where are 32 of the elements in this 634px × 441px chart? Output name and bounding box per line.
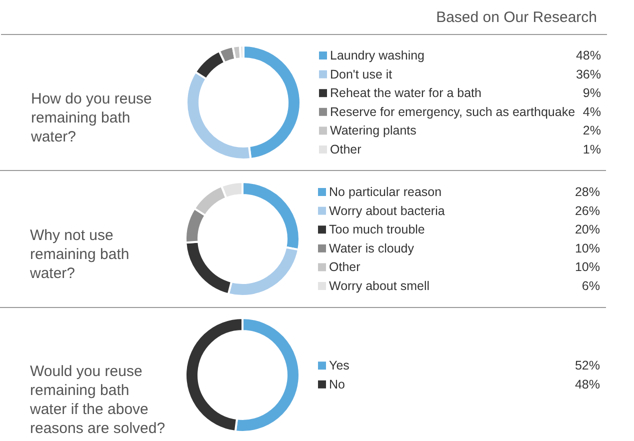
data-label: 48% [574, 377, 600, 392]
text: Based on Our Research [436, 9, 597, 26]
text: How do you reuse remaining bath water? [30, 90, 152, 146]
data-label: 26% [574, 204, 600, 218]
data-label: 9% [582, 86, 601, 100]
data-label: 48% [576, 48, 601, 62]
data-label: 1% [582, 142, 601, 156]
legend-label: No particular reason [329, 185, 442, 199]
data-label: 10% [574, 260, 600, 274]
legend-label: Other [329, 260, 360, 274]
data-label: 6% [582, 279, 600, 293]
legend-label: Worry about smell [329, 279, 430, 293]
data-label: 2% [582, 124, 601, 138]
legend-label: Other [330, 142, 362, 156]
data-label: 36% [576, 67, 601, 82]
text: Why not use remaining bath water? [29, 227, 130, 282]
data-label: 10% [574, 241, 600, 256]
text: Would you reuse remaining bath water if the above reasons are solved? [29, 363, 166, 437]
legend-label: Reheat the water for a bath [330, 86, 482, 100]
data-label: 4% [582, 104, 601, 119]
legend-label: Water is cloudy [329, 241, 415, 256]
legend-label: Reserve for emergency, such as earthquake [330, 104, 576, 119]
data-label: 20% [574, 222, 600, 237]
data-label: 28% [574, 185, 600, 199]
legend-label: Watering plants [330, 124, 416, 138]
legend-label: Yes [329, 358, 350, 373]
legend-label: Don't use it [330, 67, 393, 82]
legend-label: Worry about bacteria [329, 204, 445, 218]
legend-label: Laundry washing [330, 48, 425, 62]
legend-label: Too much trouble [329, 222, 425, 237]
data-label: 52% [574, 358, 600, 373]
legend-label: No [329, 377, 346, 392]
